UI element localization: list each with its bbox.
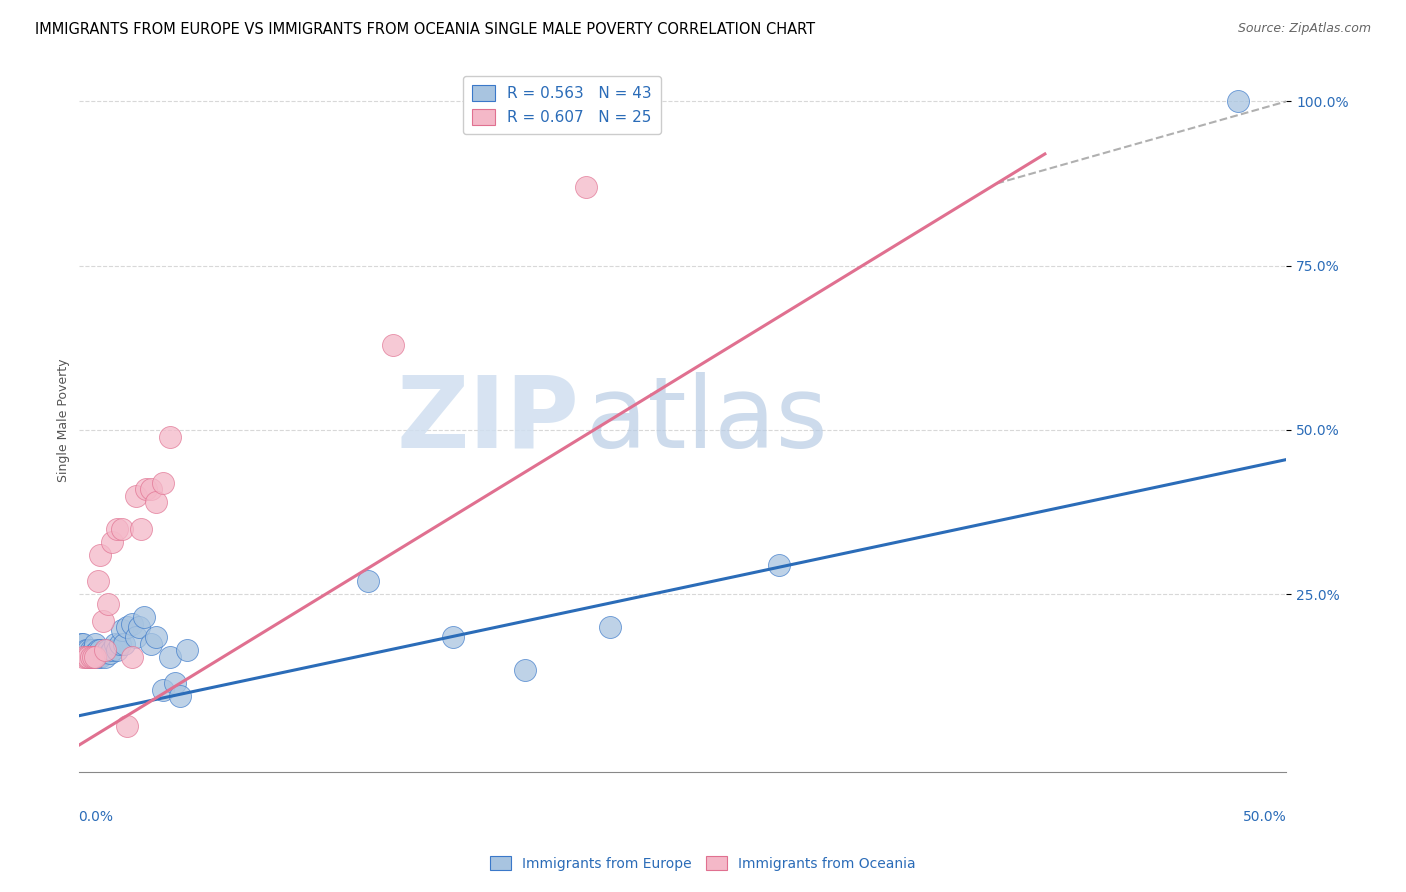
Legend: Immigrants from Europe, Immigrants from Oceania: Immigrants from Europe, Immigrants from … (485, 850, 921, 876)
Point (87, 649, 110, 664)
Point (135, 482, 157, 496)
Point (165, 676, 187, 690)
Point (145, 495, 167, 509)
Point (96, 643, 118, 657)
Point (159, 429, 181, 443)
Point (169, 689, 191, 703)
Text: 50.0%: 50.0% (1243, 810, 1286, 824)
Point (441, 630, 464, 644)
Point (101, 534, 124, 549)
Text: Source: ZipAtlas.com: Source: ZipAtlas.com (1237, 22, 1371, 36)
Point (575, 179, 598, 194)
Point (89, 649, 111, 664)
Text: 0.0%: 0.0% (79, 810, 114, 824)
Point (79, 643, 101, 657)
Point (89, 643, 111, 657)
Point (79, 649, 101, 664)
Point (139, 482, 162, 496)
Point (96, 597, 118, 611)
Point (176, 643, 198, 657)
Text: IMMIGRANTS FROM EUROPE VS IMMIGRANTS FROM OCEANIA SINGLE MALE POVERTY CORRELATIO: IMMIGRANTS FROM EUROPE VS IMMIGRANTS FRO… (35, 22, 815, 37)
Point (128, 620, 150, 634)
Point (599, 620, 621, 634)
Point (768, 558, 790, 572)
Point (111, 522, 134, 536)
Point (84, 647, 107, 661)
Point (152, 682, 174, 697)
Point (159, 649, 181, 664)
Point (82, 649, 104, 664)
Text: atlas: atlas (586, 372, 828, 468)
Point (75, 643, 97, 657)
Point (131, 522, 153, 536)
Point (104, 636, 127, 650)
Point (77, 649, 100, 664)
Point (82, 649, 104, 664)
Point (105, 643, 128, 657)
Point (89, 548, 111, 562)
Point (125, 489, 148, 503)
Point (381, 337, 404, 351)
Point (84, 649, 107, 664)
Point (115, 620, 138, 634)
Point (94, 649, 117, 664)
Point (84, 636, 107, 650)
Point (98, 647, 121, 661)
Point (139, 636, 162, 650)
Y-axis label: Single Male Poverty: Single Male Poverty (58, 359, 70, 482)
Point (132, 610, 155, 624)
Point (145, 630, 167, 644)
Point (1227, 95, 1250, 109)
Point (94, 643, 117, 657)
Point (70, 636, 93, 650)
Point (72, 649, 94, 664)
Point (152, 475, 174, 490)
Point (91, 614, 114, 628)
Point (121, 649, 143, 664)
Point (112, 636, 135, 650)
Point (125, 630, 148, 644)
Point (75, 649, 97, 664)
Point (87, 574, 110, 588)
Point (115, 719, 138, 733)
Point (111, 624, 134, 638)
Legend: R = 0.563   N = 43, R = 0.607   N = 25: R = 0.563 N = 43, R = 0.607 N = 25 (463, 76, 661, 134)
Point (101, 643, 124, 657)
Point (515, 663, 537, 677)
Point (121, 616, 143, 631)
Point (357, 574, 380, 588)
Point (82, 643, 104, 657)
Point (79, 649, 101, 664)
Point (91, 647, 114, 661)
Point (77, 643, 100, 657)
Point (108, 636, 131, 650)
Point (77, 649, 100, 664)
Text: ZIP: ZIP (396, 372, 579, 468)
Point (105, 522, 128, 536)
Point (72, 636, 94, 650)
Point (87, 643, 110, 657)
